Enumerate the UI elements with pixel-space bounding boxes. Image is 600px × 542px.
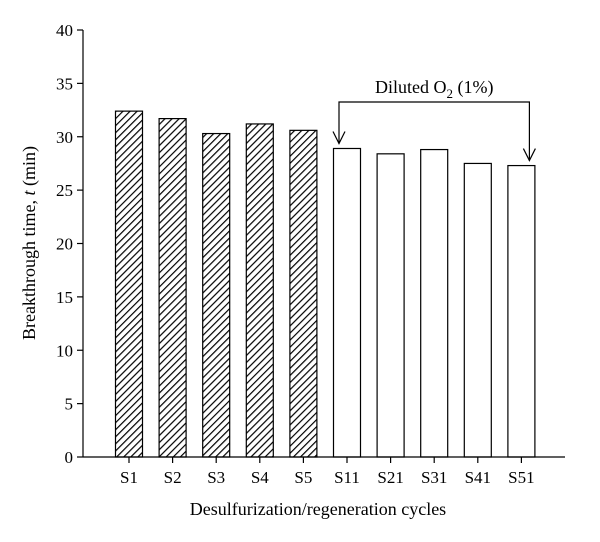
x-tick-label-S41: S41 <box>465 468 491 487</box>
y-axis-title-prefix: Breakthrough time, <box>19 196 39 340</box>
annotation: Diluted O2 (1%) <box>332 77 536 162</box>
bar-S31 <box>420 148 449 458</box>
y-tick-label-10: 10 <box>56 341 73 360</box>
x-tick-label-S11: S11 <box>334 468 360 487</box>
x-tick-label-S4: S4 <box>251 468 269 487</box>
y-tick-label-40: 40 <box>56 21 73 40</box>
y-tick-label-15: 15 <box>56 288 73 307</box>
annotation-prefix: Diluted O <box>375 77 447 97</box>
annotation-bracket <box>338 101 531 161</box>
annotation-arrow-left <box>332 131 346 145</box>
x-tick-label-S2: S2 <box>164 468 182 487</box>
y-axis-title-variable: t <box>19 190 39 196</box>
y-tick-label-35: 35 <box>56 74 73 93</box>
bar-S11 <box>332 147 362 458</box>
bar-S21 <box>376 153 405 458</box>
bar-S5 <box>289 129 318 458</box>
x-tick-label-S5: S5 <box>294 468 312 487</box>
x-tick-label-S1: S1 <box>120 468 138 487</box>
x-tick-label-S3: S3 <box>207 468 225 487</box>
y-axis-title: Breakthrough time, t (min) <box>19 146 40 340</box>
x-axis: S1 S2 S3 S4 S5 S11 S21 S31 S41 S51 <box>83 456 565 487</box>
bar-S3 <box>202 132 231 458</box>
bar-S41 <box>463 162 492 458</box>
x-axis-title: Desulfurization/regeneration cycles <box>190 499 446 519</box>
y-tick-label-5: 5 <box>65 395 74 414</box>
x-tick-label-S51: S51 <box>508 468 534 487</box>
bar-S4 <box>245 123 274 458</box>
y-tick-label-0: 0 <box>65 448 74 467</box>
bar-S2 <box>158 117 187 458</box>
annotation-label: Diluted O2 (1%) <box>375 77 493 101</box>
y-tick-label-30: 30 <box>56 128 73 147</box>
x-tick-label-S21: S21 <box>377 468 403 487</box>
y-tick-label-20: 20 <box>56 235 73 254</box>
y-axis: 0 5 10 15 20 25 30 35 40 <box>56 21 84 467</box>
bar-S51 <box>507 164 536 458</box>
y-axis-title-suffix: (min) <box>19 146 40 191</box>
x-tick-label-S31: S31 <box>421 468 447 487</box>
annotation-subscript: 2 <box>446 86 453 101</box>
annotation-arrow-right <box>522 148 536 162</box>
bars <box>114 110 536 458</box>
y-tick-label-25: 25 <box>56 181 73 200</box>
bar-S1 <box>114 110 144 458</box>
annotation-suffix: (1%) <box>453 77 493 98</box>
